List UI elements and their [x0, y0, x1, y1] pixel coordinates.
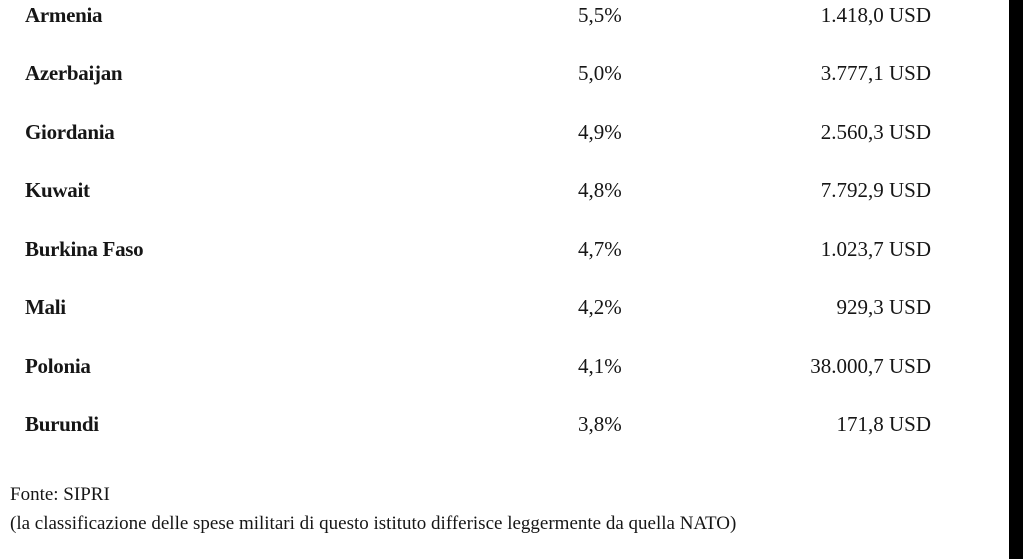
usd-cell: 3.777,1 USD [820, 61, 931, 85]
table-footnotes: Fonte: SIPRI (la classificazione delle s… [10, 480, 736, 538]
percent-cell: 4,9% [578, 120, 622, 144]
usd-cell: 7.792,9 USD [820, 178, 931, 202]
percent-cell: 4,7% [578, 237, 622, 261]
country-cell: Burundi [25, 412, 99, 436]
table-row: Armenia 5,5% 1.418,0 USD [0, 2, 1009, 28]
percent-cell: 4,2% [578, 295, 622, 319]
country-cell: Polonia [25, 354, 91, 378]
table-row: Mali 4,2% 929,3 USD [0, 294, 1009, 320]
country-cell: Kuwait [25, 178, 90, 202]
percent-cell: 3,8% [578, 412, 622, 436]
table-row: Giordania 4,9% 2.560,3 USD [0, 119, 1009, 145]
classification-note: (la classificazione delle spese militari… [10, 513, 737, 534]
table-row: Burundi 3,8% 171,8 USD [0, 411, 1009, 437]
percent-cell: 5,5% [578, 3, 622, 27]
page-edge-bar [1009, 0, 1023, 559]
usd-cell: 1.418,0 USD [820, 3, 931, 27]
percent-cell: 4,8% [578, 178, 622, 202]
percent-cell: 5,0% [578, 61, 622, 85]
country-cell: Mali [25, 295, 66, 319]
table-row: Polonia 4,1% 38.000,7 USD [0, 353, 1009, 379]
source-note: Fonte: SIPRI [10, 484, 110, 505]
table-row: Kuwait 4,8% 7.792,9 USD [0, 177, 1009, 203]
usd-cell: 2.560,3 USD [820, 120, 931, 144]
country-cell: Azerbaijan [25, 61, 123, 85]
table-row: Burkina Faso 4,7% 1.023,7 USD [0, 236, 1009, 262]
percent-cell: 4,1% [578, 354, 622, 378]
country-cell: Burkina Faso [25, 237, 144, 261]
country-cell: Giordania [25, 120, 115, 144]
usd-cell: 38.000,7 USD [810, 354, 931, 378]
usd-cell: 1.023,7 USD [820, 237, 931, 261]
country-cell: Armenia [25, 3, 103, 27]
usd-cell: 929,3 USD [836, 295, 931, 319]
usd-cell: 171,8 USD [836, 412, 931, 436]
table-row: Azerbaijan 5,0% 3.777,1 USD [0, 60, 1009, 86]
